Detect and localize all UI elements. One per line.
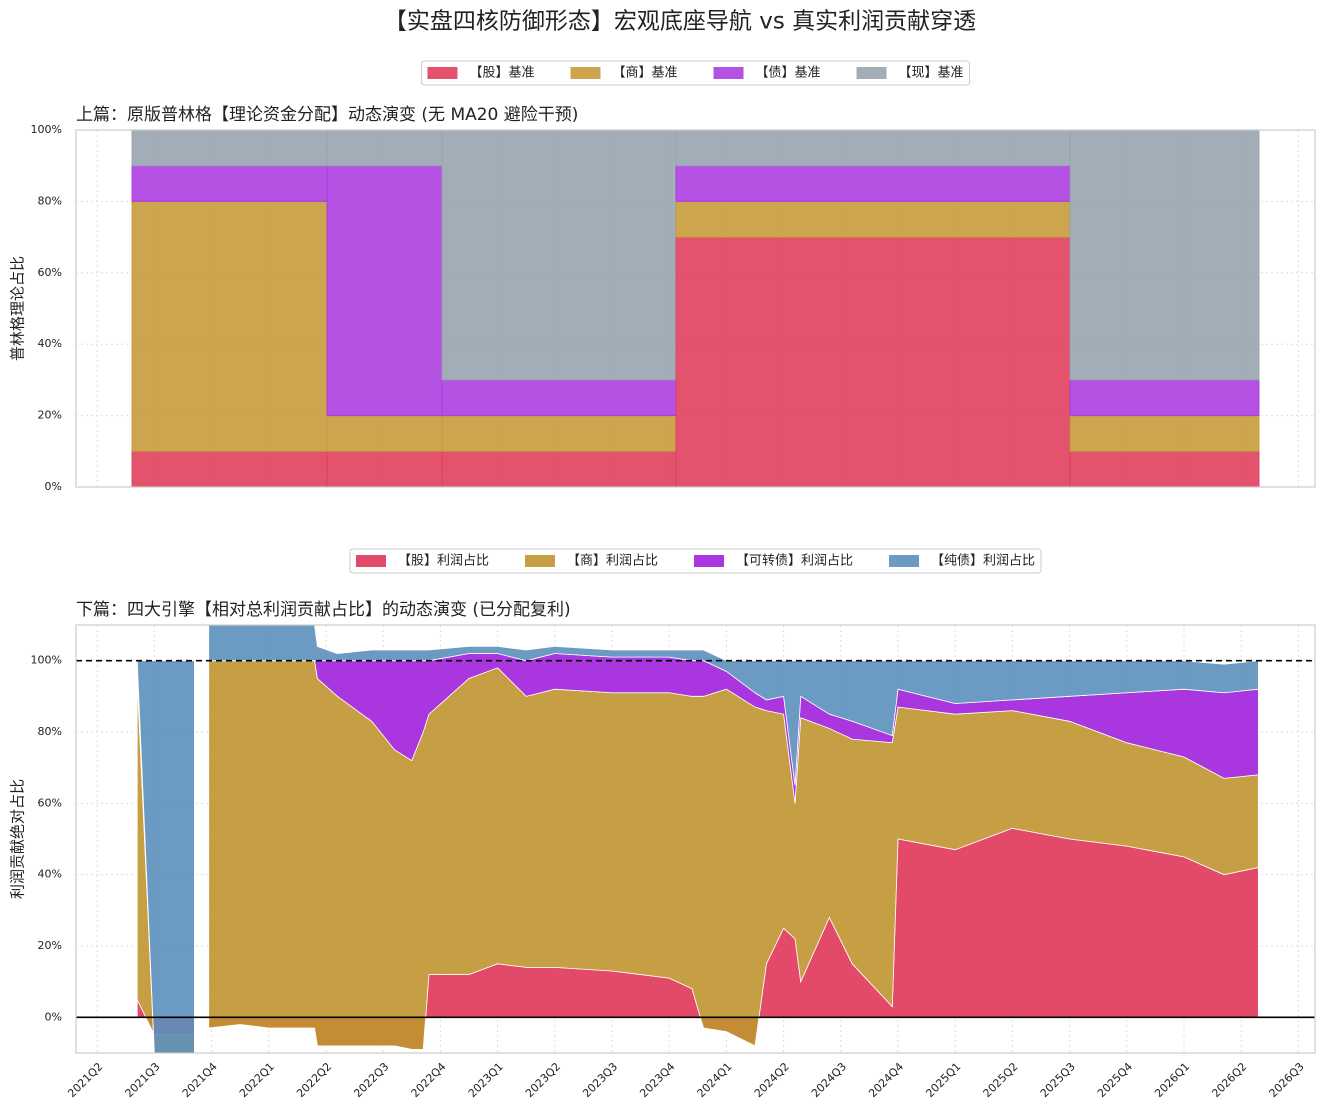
step-band xyxy=(326,129,443,167)
step-band xyxy=(1069,379,1260,417)
step-band xyxy=(131,200,328,452)
legend-label: 【可转债】利润占比 xyxy=(736,554,853,569)
y-tick-label: 60% xyxy=(38,796,62,809)
x-tick-label: 2022Q2 xyxy=(294,1060,334,1100)
step-band xyxy=(131,165,328,202)
legend-label: 【现】基准 xyxy=(899,66,964,81)
x-tick-label: 2021Q4 xyxy=(180,1060,220,1100)
legend: 【股】基准 【商】基准 【债】基准 【现】基准 xyxy=(420,60,971,86)
x-tick-label: 2024Q1 xyxy=(695,1060,735,1100)
y-axis-label: 普林格理论占比 xyxy=(9,256,27,361)
step-band xyxy=(441,450,677,488)
x-tick-label: 2023Q3 xyxy=(580,1060,620,1100)
y-tick-label: 100% xyxy=(31,123,62,136)
step-band xyxy=(675,165,1071,202)
y-tick-label: 0% xyxy=(45,480,62,493)
subplot-title: 下篇：四大引擎【相对总利润贡献占比】的动态演变 (已分配复利) xyxy=(76,600,571,620)
x-tick-label: 2022Q4 xyxy=(409,1060,449,1100)
x-tick-label: 2023Q4 xyxy=(637,1060,677,1100)
legend-box xyxy=(420,60,971,86)
y-axis-label: 利润贡献绝对占比 xyxy=(9,779,27,899)
step-band xyxy=(326,450,443,488)
legend-label: 【股】利润占比 xyxy=(398,554,489,569)
x-tick-label: 2023Q2 xyxy=(523,1060,563,1100)
step-band xyxy=(131,450,328,488)
step-band xyxy=(131,129,328,167)
x-tick-label: 2024Q2 xyxy=(752,1060,792,1100)
legend-label: 【商】利润占比 xyxy=(567,554,658,569)
axes-frame xyxy=(75,129,1316,488)
step-band xyxy=(1069,415,1260,452)
legend-swatch xyxy=(694,555,724,567)
y-tick-label: 0% xyxy=(45,1010,62,1023)
x-tick-label: 2024Q4 xyxy=(866,1060,906,1100)
legend-label: 【债】基准 xyxy=(756,66,821,81)
y-tick-label: 80% xyxy=(38,194,62,207)
legend-swatch xyxy=(889,555,920,567)
x-tick-label: 2026Q3 xyxy=(1267,1060,1307,1100)
legend-swatch xyxy=(524,555,555,567)
step-band xyxy=(441,415,677,452)
y-tick-label: 20% xyxy=(38,409,62,422)
step-band xyxy=(675,129,1071,167)
step-band xyxy=(675,200,1071,238)
x-tick-label: 2022Q3 xyxy=(351,1060,391,1100)
y-tick-label: 60% xyxy=(38,266,62,279)
y-tick-label: 40% xyxy=(38,868,62,881)
legend-label: 【股】基准 xyxy=(469,66,534,81)
x-tick-label: 2025Q4 xyxy=(1095,1060,1135,1100)
y-tick-label: 80% xyxy=(38,725,62,738)
legend-swatch xyxy=(713,67,744,79)
legend: 【股】利润占比 【商】利润占比 【可转债】利润占比 【纯债】利润占比 xyxy=(349,548,1042,574)
legend-swatch xyxy=(355,555,386,567)
page-title: 【实盘四核防御形态】宏观底座导航 vs 真实利润贡献穿透 xyxy=(384,9,976,35)
legend-label: 【纯债】利润占比 xyxy=(931,554,1035,569)
x-tick-label: 2021Q3 xyxy=(123,1060,163,1100)
legend-swatch xyxy=(856,67,887,79)
legend-swatch xyxy=(427,67,458,79)
x-tick-label: 2021Q2 xyxy=(65,1060,105,1100)
step-band xyxy=(441,379,677,417)
x-tick-label: 2022Q1 xyxy=(237,1060,277,1100)
axes-frame xyxy=(75,624,1316,1054)
y-tick-label: 100% xyxy=(31,654,62,667)
x-tick-label: 2024Q3 xyxy=(809,1060,849,1100)
legend-label: 【商】基准 xyxy=(612,66,677,81)
step-band xyxy=(326,415,443,452)
subplot-title: 上篇：原版普林格【理论资金分配】动态演变 (无 MA20 避险干预) xyxy=(76,105,578,125)
x-tick-label: 2023Q1 xyxy=(466,1060,506,1100)
x-tick-label: 2025Q3 xyxy=(1038,1060,1078,1100)
step-band xyxy=(441,129,677,381)
y-tick-label: 20% xyxy=(38,939,62,952)
step-band xyxy=(326,165,443,417)
x-tick-label: 2025Q1 xyxy=(923,1060,963,1100)
legend-swatch xyxy=(570,67,601,79)
x-tick-label: 2025Q2 xyxy=(981,1060,1021,1100)
x-tick-label: 2026Q2 xyxy=(1209,1060,1249,1100)
x-tick-label: 2026Q1 xyxy=(1152,1060,1192,1100)
step-band xyxy=(675,236,1071,488)
y-tick-label: 40% xyxy=(38,337,62,350)
step-band xyxy=(1069,129,1260,381)
step-band xyxy=(1069,450,1260,488)
